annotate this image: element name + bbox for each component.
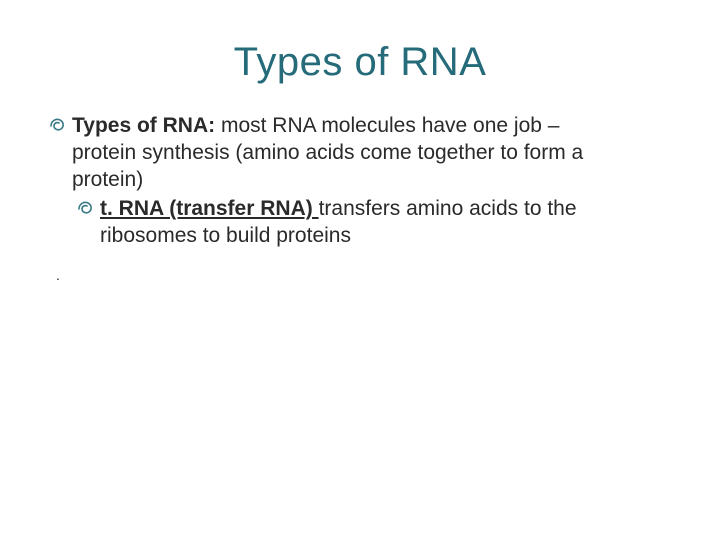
bullet-level2-rest1: transfers amino acids to the	[319, 197, 577, 220]
bullet-level1-cont3: protein)	[72, 168, 143, 191]
swirl-bullet-icon	[76, 198, 98, 222]
bullet-level1: Types of RNA: most RNA molecules have on…	[48, 113, 672, 194]
bullet-level2-cont2: ribosomes to build proteins	[100, 224, 351, 247]
bullet-level2: t. RNA (transfer RNA) transfers amino ac…	[76, 196, 672, 250]
bullet-level1-rest1: most RNA molecules have one job –	[215, 114, 559, 137]
slide-title: Types of RNA	[48, 40, 672, 85]
swirl-bullet-icon	[48, 115, 70, 139]
bullet-level2-text: t. RNA (transfer RNA) transfers amino ac…	[100, 196, 577, 250]
bullet-level2-lead: t. RNA (transfer RNA)	[100, 197, 319, 220]
bullet-level1-lead: Types of RNA:	[72, 114, 215, 137]
bullet-level1-cont2: protein synthesis (amino acids come toge…	[72, 141, 583, 164]
slide: Types of RNA Types of RNA: most RNA mole…	[0, 0, 720, 540]
bullet-level1-text: Types of RNA: most RNA molecules have on…	[72, 113, 583, 194]
trailing-dot: .	[56, 267, 672, 283]
